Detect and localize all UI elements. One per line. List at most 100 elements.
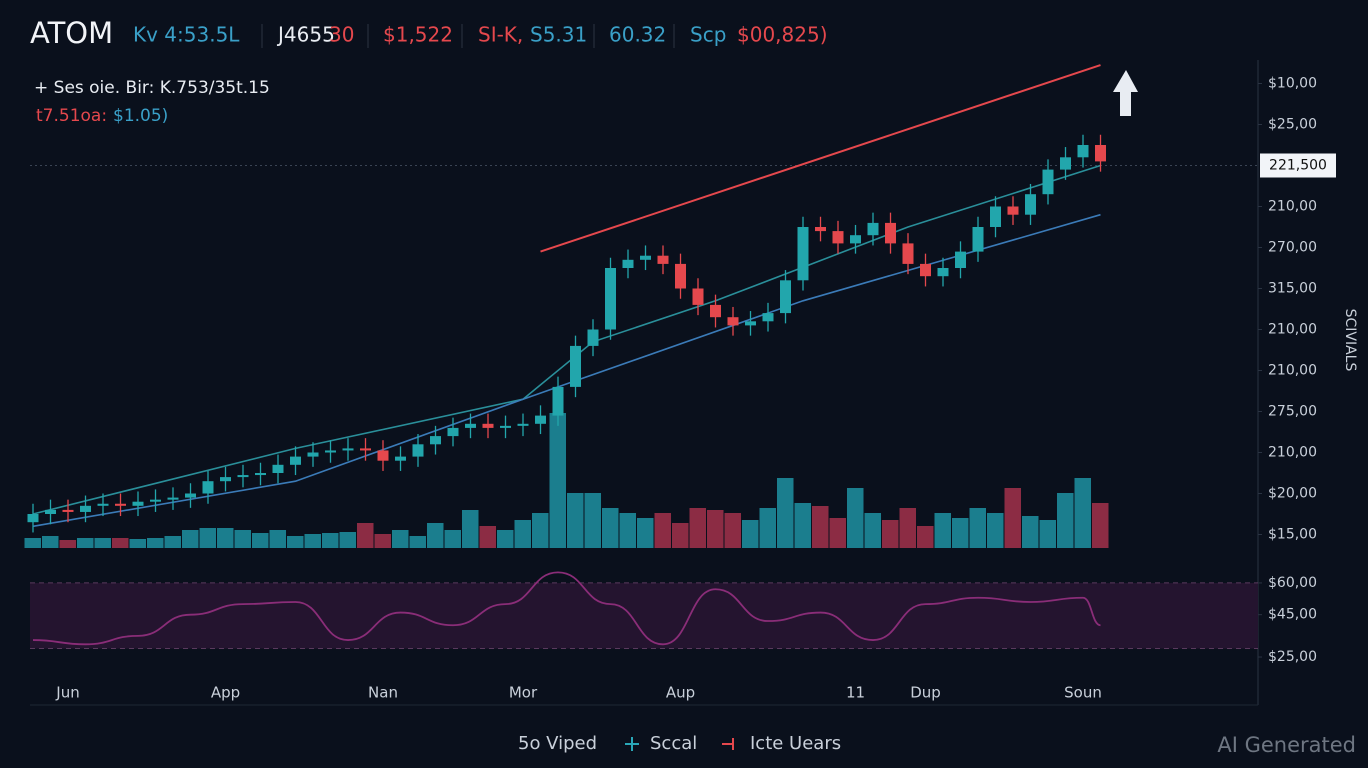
volume-bar [952,518,969,548]
volume-bar [479,526,496,548]
candle-body [517,423,529,426]
candle-body [535,415,546,424]
volume-bar [339,532,356,548]
header-stat: $1,522 [383,23,453,47]
volume-bar [847,488,864,548]
volume-bar [112,538,129,548]
volume-bar [689,508,706,548]
candle-body [132,501,144,506]
candle-body [745,321,756,326]
candle-body [867,222,879,236]
volume-bar [42,536,59,548]
legend-label: 5o Viped [518,733,597,754]
candle-body [80,505,91,512]
volume-bar [182,530,199,548]
volume-bar [444,530,461,548]
volume-bar [759,508,776,548]
candle-body [955,251,966,268]
candle-body [360,448,371,451]
candle-body [307,452,319,457]
volume-bar [129,539,146,548]
header-stat: J4655 [276,23,335,47]
rsi-tick-label: $60,00 [1268,575,1317,591]
legend-label: Icte Uears [750,733,841,754]
candle-body [1007,206,1019,215]
candle-body [202,481,214,494]
rsi-tick-label: $45,00 [1268,607,1317,623]
volume-bar [427,523,444,548]
header-stat: SI-K, [478,23,523,47]
volume-bar [882,520,899,548]
volume-bar [532,513,549,548]
candle-body [377,450,389,461]
volume-bar [742,520,759,548]
candle-body [1095,145,1106,162]
candle-body [220,477,231,482]
info-line: + Ses oie. Bir: K.753/35t.15 [34,78,270,98]
y-tick-label: $15,00 [1268,527,1317,543]
volume-bar [672,523,689,548]
volume-bar [899,508,916,548]
candle-body [937,268,949,277]
candle-body [237,475,249,478]
header-stat: 60.32 [609,23,666,47]
candle-body [657,255,669,264]
volume-bar [322,533,339,548]
candle-body [115,503,126,506]
candle-body [500,425,511,428]
candle-body [762,313,774,322]
volume-bar [829,518,846,548]
volume-bar [374,534,391,548]
candle-body [447,427,459,437]
y-tick-label: 210,00 [1268,445,1317,461]
header-stat: Scp [690,23,726,47]
candle-body [692,288,704,305]
volume-bar [514,520,531,548]
volume-bar [864,513,881,548]
chart-title: ATOM [30,16,113,50]
volume-bar [252,533,269,548]
candle-body [605,268,616,330]
volume-bar [24,538,41,548]
y-tick-label: 275,00 [1268,404,1317,420]
candle-body [272,464,284,473]
candle-body [27,514,39,523]
rsi-tick-label: $25,00 [1268,649,1317,665]
volume-bar [1092,503,1109,548]
x-tick-label: 11 [846,684,865,702]
candle-body [710,304,721,318]
volume-bar [1039,520,1056,548]
candle-body [552,386,564,416]
candle-body [412,444,424,457]
volume-bar [567,493,584,548]
arrow-icon [1113,70,1138,116]
header-stat: S5.31 [530,23,587,47]
candle-body [902,243,914,264]
volume-bar [392,530,409,548]
candle-body [97,503,109,506]
legend-label: Sccal [650,733,697,754]
watermark: AI Generated [1217,733,1356,757]
candle-body [990,206,1001,227]
y-tick-label: 210,00 [1268,322,1317,338]
y-tick-label: $10,00 [1268,76,1317,92]
candle-body [255,473,266,476]
candle-body [780,280,791,314]
volume-bar [934,513,951,548]
candle-body [622,259,634,268]
candle-body [167,497,179,500]
x-tick-label: Dup [910,684,941,702]
trendline [540,64,1101,253]
volume-bar [199,528,216,548]
y-tick-label: 315,00 [1268,281,1317,297]
y-tick-label: $20,00 [1268,486,1317,502]
x-tick-label: Jun [55,684,79,702]
axis-label: SCIVIALS [1342,309,1358,372]
legend-icon [722,738,734,750]
volume-bar [969,508,986,548]
volume-bar [707,510,724,548]
candle-body [727,317,739,326]
volume-bar [602,508,619,548]
header-stat: Kv 4:53.5L [133,23,240,47]
